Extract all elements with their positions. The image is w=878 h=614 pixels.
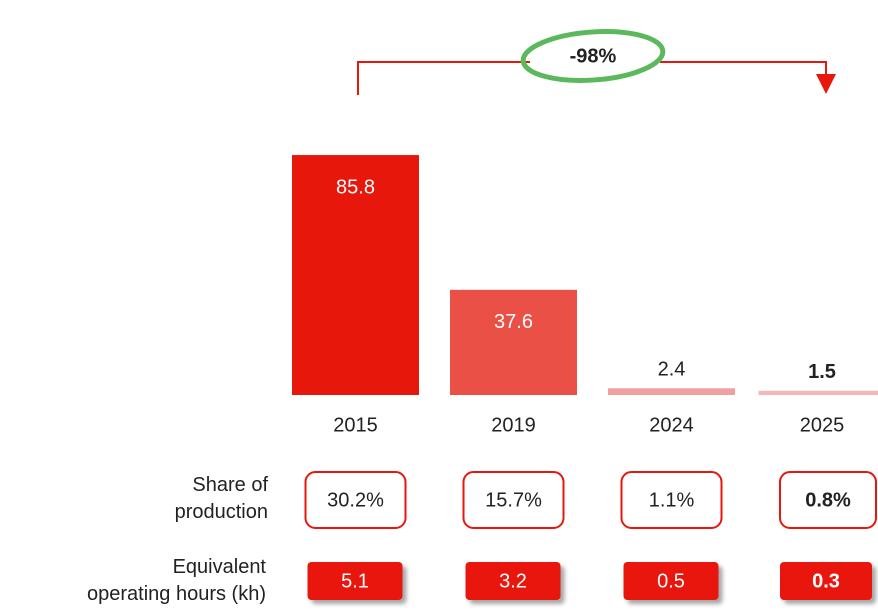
- row-label: Equivalent operating hours (kh): [87, 556, 266, 605]
- x-tick-label: 2015: [333, 414, 378, 436]
- share-box: [779, 471, 877, 529]
- value-label: 37.6: [494, 311, 533, 333]
- value-label: 85.8: [336, 176, 375, 198]
- annotation-circle: [520, 29, 666, 83]
- share-value: 15.7%: [485, 489, 542, 511]
- share-value: 30.2%: [327, 489, 384, 511]
- row-label: Share of production: [175, 474, 269, 523]
- share-value: 1.1%: [649, 489, 695, 511]
- bar: [450, 289, 577, 395]
- hours-box: [623, 562, 719, 600]
- annotation: -98%: [570, 45, 617, 67]
- hours-value: 5.1: [341, 570, 369, 592]
- bar: [292, 155, 419, 395]
- hours-value: 0.3: [812, 570, 840, 592]
- value-label: 1.5: [808, 361, 836, 383]
- value-label: 2.4: [658, 359, 686, 381]
- hours-value: 0.5: [657, 570, 685, 592]
- hours-box: [307, 562, 403, 600]
- share-box: [462, 471, 565, 529]
- bar: [608, 388, 735, 395]
- x-tick-label: 2025: [800, 414, 845, 436]
- share-box: [304, 471, 407, 529]
- bar: [758, 390, 878, 395]
- hours-value: 3.2: [499, 570, 527, 592]
- x-tick-label: 2019: [491, 414, 536, 436]
- share-value: 0.8%: [805, 489, 851, 511]
- x-tick-label: 2024: [649, 414, 694, 436]
- hours-box: [465, 562, 561, 600]
- share-box: [620, 471, 723, 529]
- hours-box: [780, 562, 872, 600]
